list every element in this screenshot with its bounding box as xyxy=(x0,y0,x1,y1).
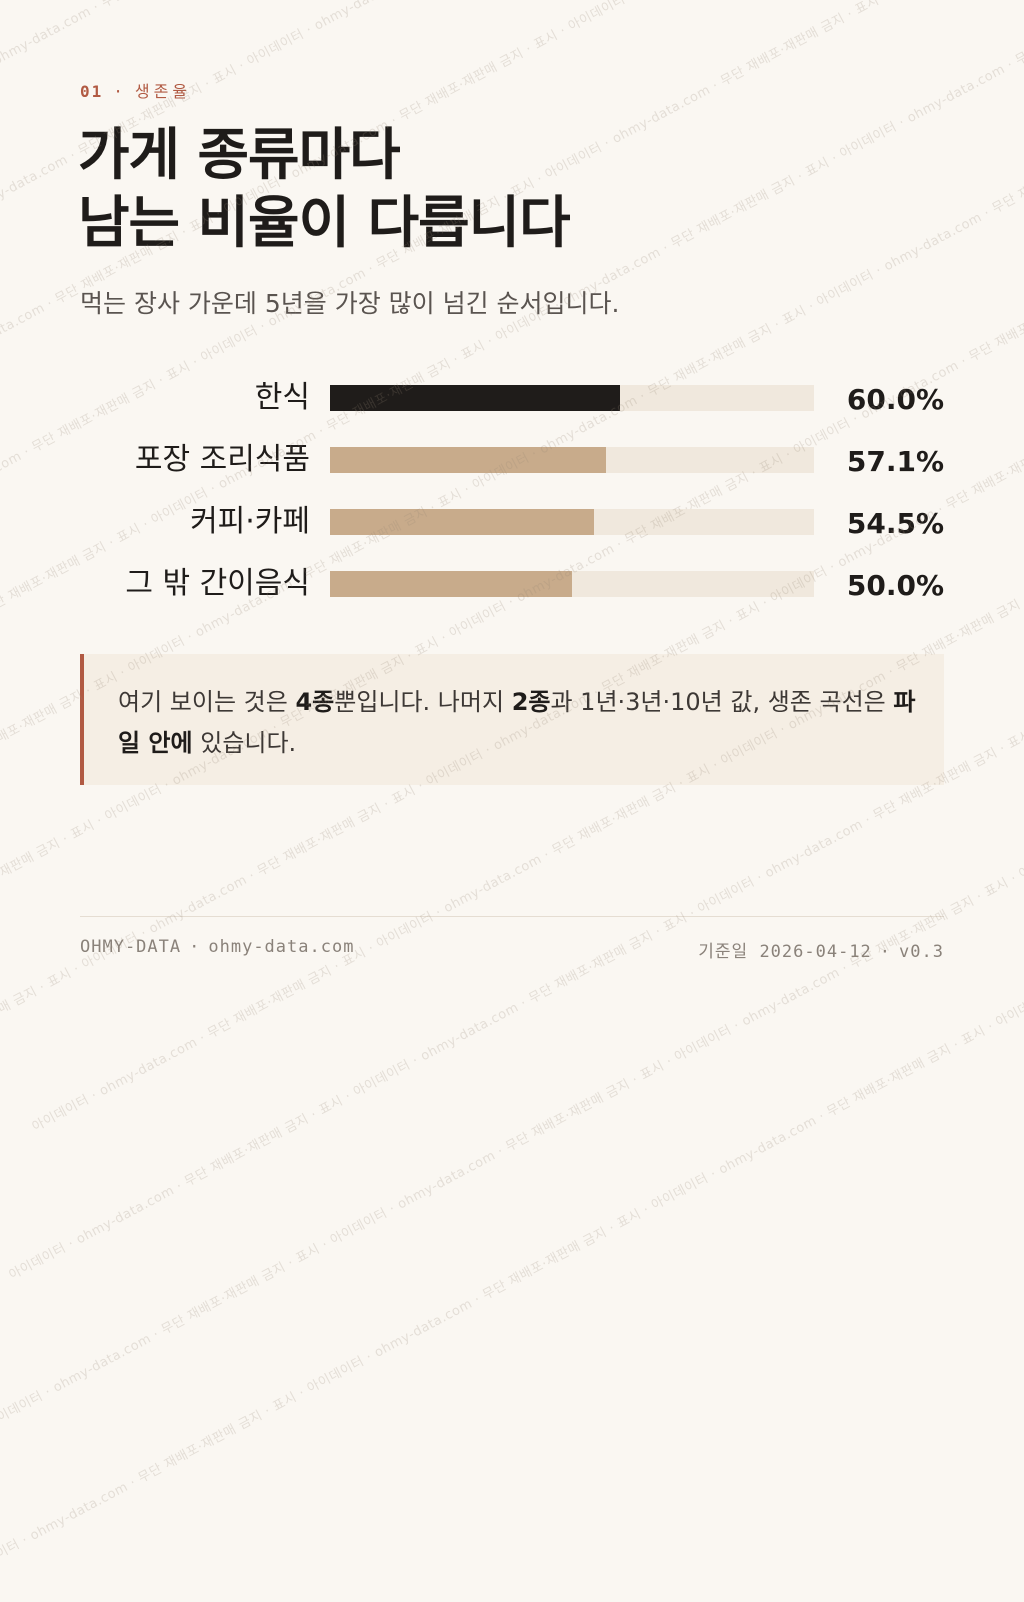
bar-category-label: 커피·카페 xyxy=(190,504,310,539)
section-kicker: 01 · 생존율 xyxy=(80,78,191,102)
callout-text-part-4: 있습니다. xyxy=(192,729,297,757)
footer-date: 2026-04-12 xyxy=(759,942,872,962)
callout-bold-in-file: 파일 안에 xyxy=(118,688,916,757)
info-callout: 여기 보이는 것은 4종뿐입니다. 나머지 2종과 1년·3년·10년 값, 생… xyxy=(80,654,944,785)
footer-divider xyxy=(80,916,944,917)
callout-text: 여기 보이는 것은 4종뿐입니다. 나머지 2종과 1년·3년·10년 값, 생… xyxy=(118,682,918,764)
title-line-2: 남는 비율이 다릅니다 xyxy=(78,191,571,256)
callout-text-part-2: 뿐입니다. 나머지 xyxy=(334,688,512,716)
footer-separator-right: · xyxy=(879,942,892,962)
bar-track xyxy=(330,509,814,535)
callout-bold-count-rest: 2종 xyxy=(511,688,551,716)
bar-fill xyxy=(330,509,594,535)
section-label: 생존율 xyxy=(134,82,192,101)
bar-track xyxy=(330,571,814,597)
bar-track xyxy=(330,447,814,473)
section-number: 01 xyxy=(80,82,104,101)
bar-track xyxy=(330,385,814,411)
footer-brand-name: OHMY-DATA xyxy=(80,937,182,957)
bar-value-label: 57.1% xyxy=(846,445,944,478)
bar-value-label: 54.5% xyxy=(846,507,944,540)
footer-date-label: 기준일 xyxy=(698,942,749,962)
bar-value-label: 60.0% xyxy=(846,383,944,416)
bar-category-label: 한식 xyxy=(254,380,310,415)
kicker-separator: · xyxy=(113,82,125,101)
footer-brand: OHMY-DATA · ohmy-data.com xyxy=(80,937,354,957)
callout-text-part-3: 과 1년·3년·10년 값, 생존 곡선은 xyxy=(550,688,894,716)
footer-separator: · xyxy=(189,937,201,957)
callout-text-part-1: 여기 보이는 것은 xyxy=(118,688,296,716)
footer-site: ohmy-data.com xyxy=(208,937,355,957)
bar-value-label: 50.0% xyxy=(846,569,944,602)
bar-fill xyxy=(330,385,620,411)
footer-version: v0.3 xyxy=(899,942,944,962)
survival-rate-bar-chart: 한식 60.0% 포장 조리식품 57.1% 커피·카페 54.5% 그 밖 간이음식 50.… xyxy=(125,380,944,602)
callout-bold-count-shown: 4종 xyxy=(295,688,335,716)
title-line-1: 가게 종류마다 xyxy=(78,123,401,188)
bar-category-label: 그 밖 간이음식 xyxy=(125,566,310,601)
page-title: 가게 종류마다 남는 비율이 다릅니다 xyxy=(78,122,571,258)
page-subtitle: 먹는 장사 가운데 5년을 가장 많이 넘긴 순서입니다. xyxy=(80,289,620,318)
bar-fill xyxy=(330,571,572,597)
bar-category-label: 포장 조리식품 xyxy=(134,442,310,477)
footer-meta: 기준일 2026-04-12 · v0.3 xyxy=(698,937,944,962)
bar-fill xyxy=(330,447,606,473)
